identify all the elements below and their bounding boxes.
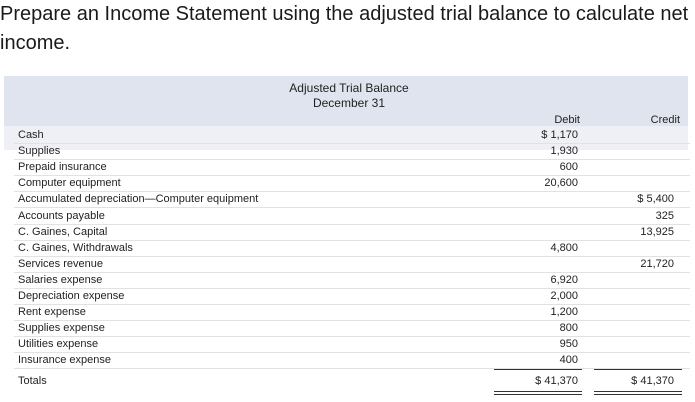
debit-amount: 950 [559,338,578,350]
row-divider [14,320,690,321]
credit-amount: 21,720 [640,258,674,270]
account-name: Prepaid insurance [18,161,107,173]
account-name: Salaries expense [18,274,103,286]
credit-amount: 325 [655,210,674,222]
table-row: C. Gaines, Withdrawals 4,800 [4,240,688,256]
table-row: Cash $ 1,170 [4,127,688,143]
account-name: Computer equipment [18,177,121,189]
account-name: Supplies expense [18,322,105,334]
table-header-band [4,76,688,126]
table-row: Prepaid insurance 600 [4,159,688,175]
table-row: Utilities expense 950 [4,336,688,352]
question-text: Prepare an Income Statement using the ad… [0,3,689,54]
credit-double-rule-bottom [594,394,682,395]
table-date: December 31 [312,96,386,110]
debit-amount: 1,930 [550,145,578,157]
row-divider [14,352,690,353]
row-divider [14,191,690,192]
account-name: Depreciation expense [18,290,125,302]
account-name: Accounts payable [18,210,105,222]
account-name: Cash [18,129,44,141]
table-row: Salaries expense 6,920 [4,272,688,288]
debit-amount: 800 [559,322,578,334]
credit-double-rule-top [594,391,682,392]
row-divider [14,159,690,160]
debit-amount: 400 [559,354,578,366]
table-row: Supplies 1,930 [4,143,688,159]
account-name: Services revenue [18,258,103,270]
debit-amount: 1,200 [550,306,578,318]
debit-amount: 6,920 [550,274,578,286]
debit-column-header: Debit [554,114,580,126]
row-divider [14,224,690,225]
row-divider [14,304,690,305]
account-name: Accumulated depreciation—Computer equipm… [18,193,259,205]
account-name: C. Gaines, Withdrawals [18,242,133,254]
table-row: Computer equipment 20,600 [4,175,688,191]
account-name: C. Gaines, Capital [18,226,108,238]
row-divider [14,207,690,208]
debit-total-rule [494,369,582,370]
table-title: Adjusted Trial Balance [289,81,409,95]
account-name: Rent expense [18,306,86,318]
debit-amount: 2,000 [550,290,578,302]
row-divider [14,240,690,241]
debit-total: $ 41,370 [535,375,578,387]
row-divider [14,175,690,176]
row-divider [14,288,690,289]
debit-amount: 600 [559,161,578,173]
row-divider [14,272,690,273]
credit-total: $ 41,370 [631,375,674,387]
debit-amount: $ 1,170 [541,129,578,141]
row-divider [14,256,690,257]
debit-amount: 4,800 [550,242,578,254]
debit-double-rule-top [494,391,582,392]
table-row: Insurance expense 400 [4,352,688,368]
table-row: Rent expense 1,200 [4,304,688,320]
account-name: Insurance expense [18,354,111,366]
table-row: Accumulated depreciation—Computer equipm… [4,191,688,207]
table-row: C. Gaines, Capital 13,925 [4,224,688,240]
credit-total-rule [594,369,682,370]
credit-amount: $ 5,400 [637,193,674,205]
row-divider [14,368,690,369]
column-header-band [4,126,688,150]
credit-column-header: Credit [650,114,680,126]
row-divider [14,143,690,144]
credit-amount: 13,925 [640,226,674,238]
table-row: Depreciation expense 2,000 [4,288,688,304]
table-row: Services revenue 21,720 [4,256,688,272]
table-row: Supplies expense 800 [4,320,688,336]
adjusted-trial-balance-table: Adjusted Trial Balance December 31 Debit… [4,76,690,398]
row-divider [14,336,690,337]
totals-row: Totals $ 41,370 $ 41,370 [4,373,688,389]
totals-label: Totals [18,375,47,387]
table-row: Accounts payable 325 [4,208,688,224]
debit-amount: 20,600 [544,177,578,189]
debit-double-rule-bottom [494,394,582,395]
account-name: Supplies [18,145,61,157]
account-name: Utilities expense [18,338,99,350]
